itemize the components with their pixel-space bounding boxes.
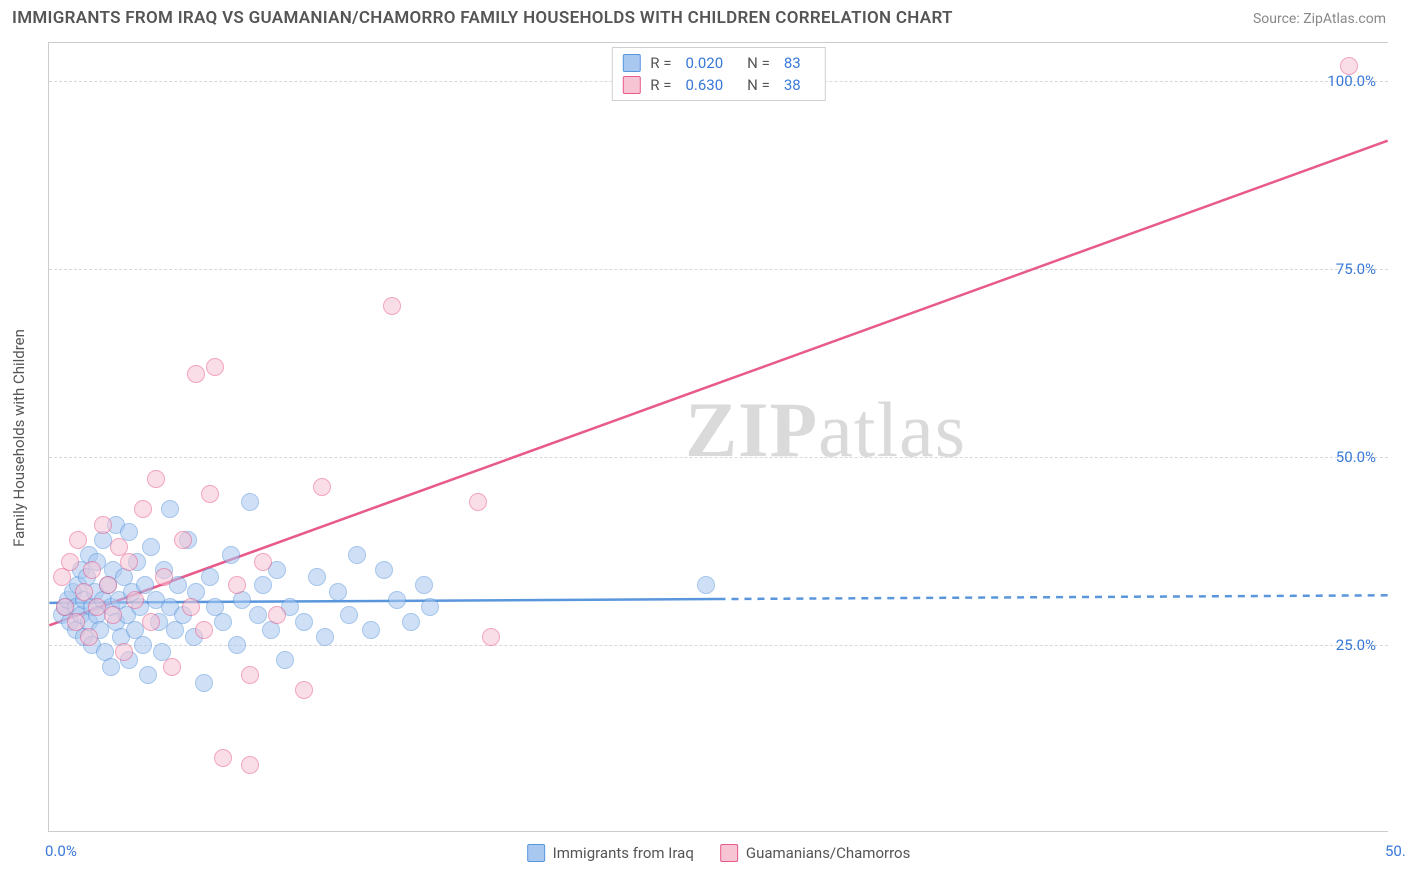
data-point-iraq [142,538,160,556]
data-point-iraq [249,606,267,624]
stat-value-r-guam: 0.630 [685,76,723,94]
data-point-guam [313,478,331,496]
data-point-guam [201,485,219,503]
data-point-iraq [228,636,246,654]
stat-label-r: R = [650,54,671,72]
data-point-guam [80,628,98,646]
data-point-iraq [295,613,313,631]
data-point-guam [69,531,87,549]
watermark: ZIPatlas [685,385,966,475]
data-point-iraq [362,621,380,639]
data-point-iraq [222,546,240,564]
data-point-iraq [195,674,213,692]
series-legend: Immigrants from Iraq Guamanians/Chamorro… [527,844,911,862]
source-attribution: Source: ZipAtlas.com [1253,11,1386,27]
data-point-iraq [697,576,715,594]
y-tick-label: 25.0% [1336,636,1376,654]
stat-label-n-2: N = [747,76,770,94]
y-tick-label: 75.0% [1336,260,1376,278]
x-tick-label: 50.0% [1385,842,1406,860]
data-point-guam [206,358,224,376]
data-point-guam [228,576,246,594]
legend-label-guam: Guamanians/Chamorros [746,844,910,862]
data-point-guam [94,516,112,534]
data-point-guam [147,470,165,488]
data-point-guam [383,297,401,315]
x-axis-line [49,831,1388,832]
gridline [49,645,1388,646]
data-point-iraq [276,651,294,669]
data-point-guam [75,583,93,601]
legend-row-guam: R = 0.630 N = 38 [622,74,814,96]
data-point-guam [115,643,133,661]
data-point-guam [241,666,259,684]
data-point-iraq [254,576,272,594]
legend-item-iraq: Immigrants from Iraq [527,844,694,862]
watermark-zip: ZIP [685,386,818,473]
data-point-guam [126,591,144,609]
data-point-iraq [316,628,334,646]
data-point-guam [254,553,272,571]
correlation-legend: R = 0.020 N = 83 R = 0.630 N = 38 [611,47,825,101]
swatch-iraq-bottom [527,844,545,862]
chart-title: IMMIGRANTS FROM IRAQ VS GUAMANIAN/CHAMOR… [12,8,953,28]
data-point-iraq [388,591,406,609]
data-point-guam [214,749,232,767]
data-point-iraq [161,500,179,518]
data-point-guam [174,531,192,549]
stat-label-r-2: R = [650,76,671,94]
data-point-guam [83,561,101,579]
data-point-iraq [348,546,366,564]
data-point-iraq [214,613,232,631]
swatch-guam [622,76,640,94]
watermark-atlas: atlas [818,386,966,473]
data-point-iraq [402,613,420,631]
gridline [49,269,1388,270]
x-tick-label: 0.0% [45,842,77,860]
gridline [49,457,1388,458]
data-point-guam [241,756,259,774]
data-point-iraq [134,636,152,654]
trend-lines [49,43,1388,832]
legend-row-iraq: R = 0.020 N = 83 [622,52,814,74]
data-point-iraq [329,583,347,601]
data-point-guam [268,606,286,624]
data-point-iraq [421,598,439,616]
data-point-guam [163,658,181,676]
stat-label-n: N = [747,54,770,72]
data-point-iraq [102,658,120,676]
legend-label-iraq: Immigrants from Iraq [553,844,694,862]
data-point-guam [142,613,160,631]
data-point-iraq [375,561,393,579]
chart-plot-area: Family Households with Children ZIPatlas… [48,42,1388,832]
data-point-iraq [241,493,259,511]
y-tick-label: 100.0% [1327,72,1376,90]
data-point-guam [61,553,79,571]
data-point-iraq [139,666,157,684]
data-point-guam [104,606,122,624]
data-point-iraq [201,568,219,586]
data-point-guam [469,493,487,511]
stat-value-n-guam: 38 [784,76,801,94]
stat-value-r-iraq: 0.020 [685,54,723,72]
data-point-guam [134,500,152,518]
data-point-iraq [415,576,433,594]
swatch-iraq [622,54,640,72]
stat-value-n-iraq: 83 [784,54,801,72]
swatch-guam-bottom [720,844,738,862]
data-point-guam [120,553,138,571]
data-point-iraq [308,568,326,586]
data-point-guam [182,598,200,616]
data-point-guam [187,365,205,383]
data-point-guam [195,621,213,639]
y-tick-label: 50.0% [1336,448,1376,466]
data-point-guam [482,628,500,646]
legend-item-guam: Guamanians/Chamorros [720,844,910,862]
data-point-guam [99,576,117,594]
y-axis-title: Family Households with Children [10,329,28,547]
data-point-guam [67,613,85,631]
data-point-guam [155,568,173,586]
data-point-iraq [340,606,358,624]
data-point-guam [295,681,313,699]
